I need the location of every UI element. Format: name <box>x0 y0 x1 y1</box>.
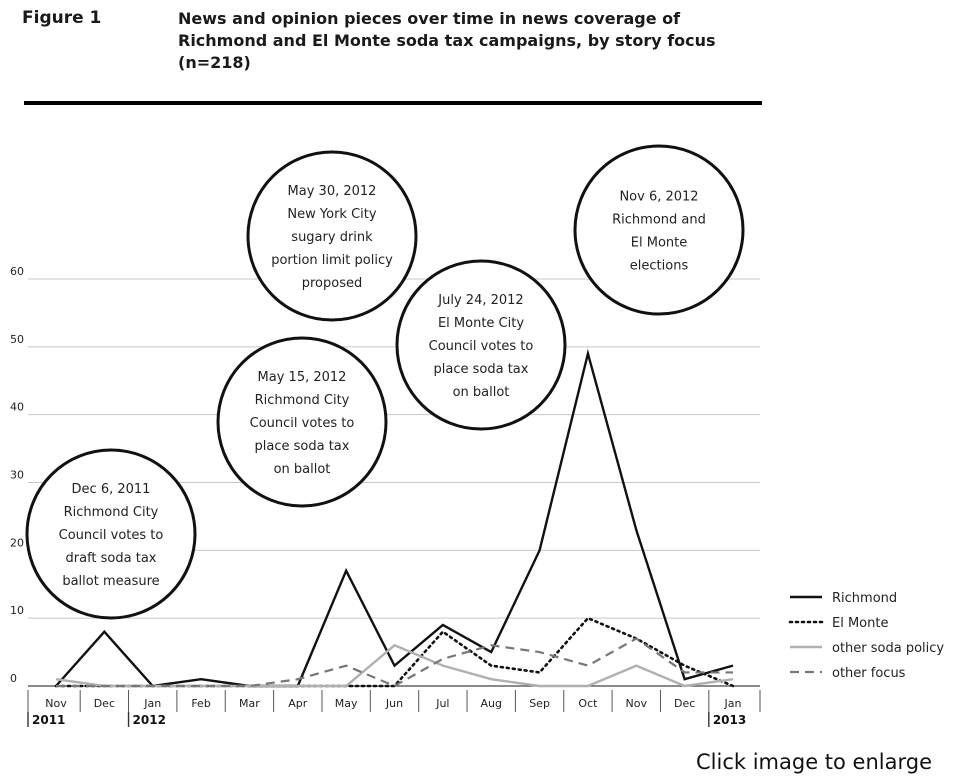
year-label: 2013 <box>713 713 746 727</box>
annotation-text: May 15, 2012 <box>258 370 347 385</box>
x-tick-label: Sep <box>529 697 550 710</box>
annotation-text: Dec 6, 2011 <box>72 482 151 497</box>
series-line-richmond <box>55 348 734 688</box>
annotation-text: place soda tax <box>255 439 350 454</box>
annotation-text: Council votes to <box>250 416 355 431</box>
annotation-text: Richmond City <box>64 505 159 520</box>
y-tick-label: 20 <box>10 536 24 549</box>
annotation-text: Council votes to <box>429 339 534 354</box>
y-tick-label: 0 <box>10 672 17 685</box>
annotation-circle <box>395 259 567 431</box>
annotation-text: on ballot <box>274 462 331 477</box>
x-tick-label: Feb <box>191 697 210 710</box>
year-label: 2011 <box>32 713 65 727</box>
legend-label: El Monte <box>832 616 888 631</box>
x-tick-label: Oct <box>578 697 598 710</box>
y-tick-label: 50 <box>10 333 24 346</box>
annotation-text: New York City <box>287 207 376 222</box>
x-tick-label: Jan <box>143 697 161 710</box>
annotation-text: proposed <box>302 276 363 291</box>
annotation-text: July 24, 2012 <box>437 293 523 308</box>
legend-label: Richmond <box>832 591 897 606</box>
series-line-el-monte <box>54 616 735 688</box>
annotation-text: elections <box>630 259 689 274</box>
title-rule <box>24 101 762 105</box>
annotation-text: Richmond City <box>255 393 350 408</box>
figure-title: News and opinion pieces over time in new… <box>178 9 716 72</box>
annotation-text: El Monte <box>631 236 687 251</box>
annotation-text: Council votes to <box>59 528 164 543</box>
x-tick-label: Jul <box>435 697 449 710</box>
annotation-text: on ballot <box>453 385 510 400</box>
annotation-text: May 30, 2012 <box>288 184 377 199</box>
legend-label: other focus <box>832 666 906 681</box>
y-tick-label: 30 <box>10 469 24 482</box>
x-tick-label: Aug <box>480 697 501 710</box>
annotation-circle <box>246 150 418 322</box>
x-tick-label: Apr <box>288 697 308 710</box>
x-tick-label: Jan <box>724 697 742 710</box>
annotation-circle <box>25 448 197 620</box>
annotation-circle <box>216 336 388 508</box>
y-tick-label: 10 <box>10 604 24 617</box>
figure-label: Figure 1 <box>22 8 102 28</box>
annotation-text: Nov 6, 2012 <box>619 190 698 205</box>
y-tick-label: 60 <box>10 265 24 278</box>
annotation-circle <box>573 144 745 316</box>
annotation-text: ballot measure <box>62 574 159 589</box>
annotation-text: sugary drink <box>291 230 373 245</box>
y-tick-label: 40 <box>10 401 24 414</box>
x-tick-label: Jun <box>385 697 403 710</box>
annotation-text: draft soda tax <box>66 551 157 566</box>
annotation-text: El Monte City <box>438 316 524 331</box>
x-tick-label: Dec <box>674 697 695 710</box>
enlarge-link[interactable]: Click image to enlarge <box>696 750 933 774</box>
x-tick-label: Mar <box>239 697 260 710</box>
legend-label: other soda policy <box>832 641 944 656</box>
x-tick-label: Nov <box>45 697 67 710</box>
annotation-text: Richmond and <box>612 213 706 228</box>
x-tick-label: Nov <box>626 697 648 710</box>
series-line-other-focus <box>56 637 733 688</box>
x-tick-label: Dec <box>94 697 115 710</box>
annotation-text: place soda tax <box>434 362 529 377</box>
annotation-text: portion limit policy <box>271 253 393 268</box>
x-tick-label: May <box>335 697 358 710</box>
year-label: 2012 <box>133 713 166 727</box>
